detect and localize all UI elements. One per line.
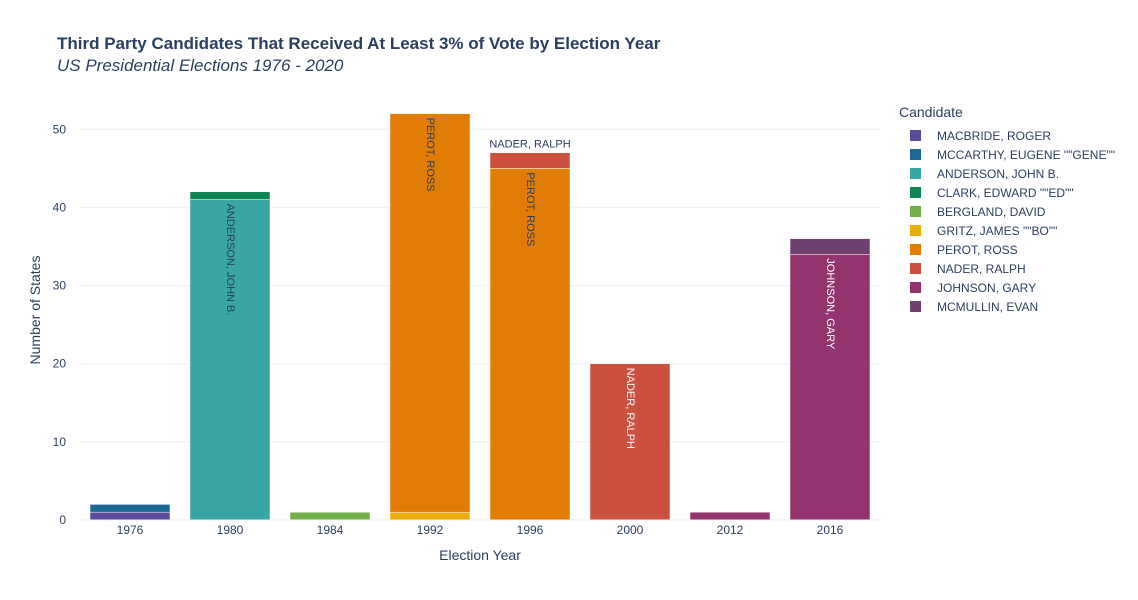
legend-item[interactable]: MCMULLIN, EVAN: [899, 297, 1115, 316]
legend-item[interactable]: JOHNSON, GARY: [899, 278, 1115, 297]
bar-label: PEROT, ROSS: [524, 172, 536, 246]
bar-segment: [489, 168, 571, 521]
y-tick-label: 0: [59, 513, 66, 527]
bar-labels: ANDERSON, JOHN B. PEROT, ROSS NADER, RALPH…: [224, 118, 836, 449]
y-tick-label: 40: [53, 200, 67, 214]
bar-segment: [189, 199, 271, 521]
bar-segment: [789, 254, 871, 521]
legend-label: MACBRIDE, ROGER: [937, 128, 1052, 143]
legend-label: CLARK, EDWARD ""ED"": [937, 185, 1074, 200]
legend-label: NADER, RALPH: [937, 261, 1026, 276]
legend-label: MCMULLIN, EVAN: [937, 299, 1039, 314]
legend-swatch: [910, 225, 921, 236]
chart-subtitle: US Presidential Elections 1976 - 2020: [57, 56, 344, 75]
legend-item[interactable]: CLARK, EDWARD ""ED"": [899, 183, 1115, 202]
bars: [89, 113, 871, 521]
bar-label: ANDERSON, JOHN B.: [224, 204, 236, 316]
legend-item[interactable]: ANDERSON, JOHN B.: [899, 164, 1115, 183]
bar-label: JOHNSON, GARY: [824, 258, 836, 350]
legend-swatch: [910, 206, 921, 217]
x-tick-label: 1996: [517, 523, 544, 537]
bar-segment: [489, 152, 571, 169]
y-axis-title: Number of States: [27, 256, 43, 365]
bar-label: PEROT, ROSS: [424, 118, 436, 192]
legend-title: Candidate: [899, 104, 963, 120]
legend-swatch: [910, 301, 921, 312]
x-tick-label: 2000: [617, 523, 644, 537]
legend-swatch: [910, 168, 921, 179]
bar-segment: [89, 511, 171, 521]
legend: Candidate MACBRIDE, ROGER MCCARTHY, EUGEN…: [899, 104, 1115, 316]
x-tick-label: 2012: [717, 523, 744, 537]
legend-swatch: [910, 130, 921, 141]
legend-label: GRITZ, JAMES ""BO"": [937, 223, 1058, 238]
bar-label: NADER, RALPH: [624, 368, 636, 449]
x-tick-label: 2016: [817, 523, 844, 537]
bar-label: NADER, RALPH: [489, 139, 570, 151]
bar-segment: [89, 504, 171, 513]
legend-items: MACBRIDE, ROGER MCCARTHY, EUGENE ""GENE""…: [899, 126, 1115, 316]
legend-swatch: [910, 282, 921, 293]
legend-label: ANDERSON, JOHN B.: [937, 166, 1060, 181]
x-tick-label: 1980: [217, 523, 244, 537]
bar-segment: [689, 511, 771, 521]
bar-segment: [289, 511, 371, 521]
bar-segment: [389, 113, 471, 513]
legend-swatch: [910, 149, 921, 160]
y-tick-label: 30: [53, 279, 67, 293]
legend-item[interactable]: MACBRIDE, ROGER: [899, 126, 1115, 145]
legend-swatch: [910, 187, 921, 198]
legend-swatch: [910, 263, 921, 274]
bar-segment: [789, 238, 871, 255]
x-tick-label: 1992: [417, 523, 444, 537]
legend-swatch: [910, 244, 921, 255]
axes: 0 10 20 30 40 50 1976 1980 1984 1992 1996 2000 2012 2…: [53, 122, 880, 537]
y-tick-label: 10: [53, 435, 67, 449]
x-axis-title: Election Year: [439, 547, 521, 563]
y-tick-label: 20: [53, 357, 67, 371]
chart-title: Third Party Candidates That Received At …: [57, 34, 661, 53]
legend-item[interactable]: NADER, RALPH: [899, 259, 1115, 278]
y-tick-label: 50: [53, 122, 67, 136]
legend-label: JOHNSON, GARY: [937, 280, 1037, 295]
bar-segment: [389, 511, 471, 521]
legend-label: PEROT, ROSS: [937, 242, 1018, 257]
legend-label: MCCARTHY, EUGENE ""GENE"": [937, 147, 1115, 162]
legend-label: BERGLAND, DAVID: [937, 204, 1046, 219]
x-tick-label: 1984: [317, 523, 344, 537]
x-tick-label: 1976: [117, 523, 144, 537]
legend-item[interactable]: MCCARTHY, EUGENE ""GENE"": [899, 145, 1115, 164]
legend-item[interactable]: BERGLAND, DAVID: [899, 202, 1115, 221]
legend-item[interactable]: PEROT, ROSS: [899, 240, 1115, 259]
legend-item[interactable]: GRITZ, JAMES ""BO"": [899, 221, 1115, 240]
bar-segment: [589, 363, 671, 521]
bar-segment: [189, 191, 271, 200]
